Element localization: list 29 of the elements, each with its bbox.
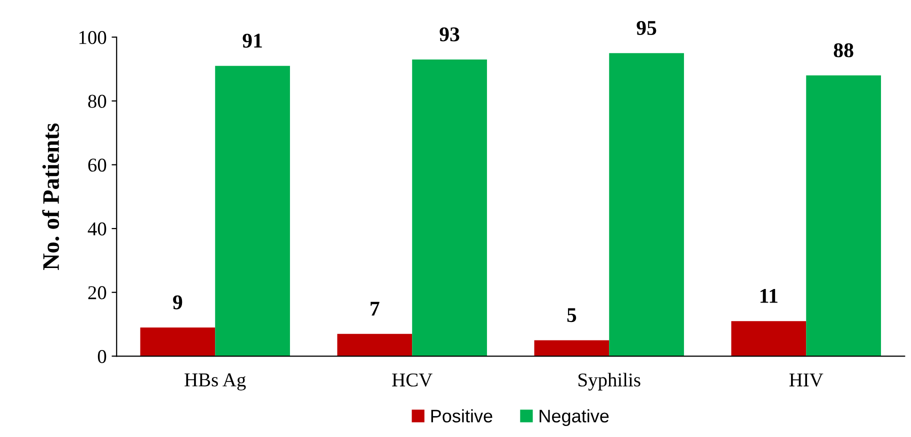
- x-tick-label: HIV: [789, 374, 824, 387]
- x-tick-label: Syphilis: [578, 372, 640, 391]
- y-tick-label: 20: [88, 286, 106, 300]
- data-label: 93: [440, 27, 460, 42]
- data-label: 7: [370, 302, 380, 316]
- legend-label: Negative: [540, 409, 609, 426]
- x-tick-label: HBs Ag: [184, 373, 246, 390]
- y-axis-title: No. of Patients: [42, 123, 60, 270]
- bar: [534, 340, 610, 356]
- bar: [337, 334, 412, 356]
- bar: [806, 75, 881, 356]
- data-label: 95: [636, 20, 656, 35]
- data-label: 9: [173, 295, 182, 310]
- bar: [609, 53, 684, 356]
- bar: [731, 321, 806, 356]
- data-label: 11: [760, 288, 778, 303]
- bar: [140, 327, 216, 356]
- data-label: 88: [834, 43, 854, 58]
- y-tick-label: 100: [79, 30, 106, 44]
- bar: [215, 66, 290, 356]
- x-tick-label: HCV: [392, 373, 432, 387]
- y-tick-label: 40: [88, 222, 106, 236]
- y-tick-label: 0: [98, 350, 106, 364]
- data-label: 91: [242, 34, 262, 48]
- bar: [412, 59, 487, 356]
- data-label: 5: [567, 308, 576, 322]
- y-tick-label: 60: [88, 158, 106, 172]
- legend-label: Positive: [431, 409, 492, 422]
- y-tick-label: 80: [88, 94, 106, 108]
